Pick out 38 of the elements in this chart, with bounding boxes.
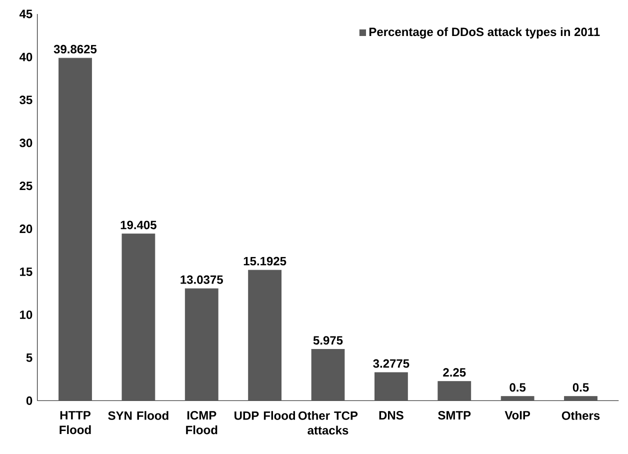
x-tick-label: Others [562,411,600,420]
data-label: 0.5 [510,383,526,392]
bar [438,381,472,401]
data-label: 0.5 [572,383,589,392]
data-label: 5.975 [313,336,343,345]
x-tick-label: Other TCP attacks [298,411,358,435]
data-label: 39.8625 [54,44,97,54]
y-tick-label: 20 [20,224,32,234]
bar [374,372,408,401]
y-tick-label: 5 [26,354,32,362]
bar [500,396,534,401]
y-tick-label: 15 [20,268,32,276]
bar [122,234,156,401]
y-tick-label: 35 [20,96,32,104]
bar [311,349,345,401]
data-label: 3.2775 [373,359,410,368]
y-tick-label: 25 [20,182,32,190]
bar [564,396,598,401]
data-label: 13.0375 [180,275,223,284]
data-label: 15.1925 [244,256,286,266]
y-tick-label: 0 [26,396,32,405]
bar [58,58,92,401]
bar [248,270,282,401]
y-tick-label: 30 [20,138,32,148]
bar [184,288,218,401]
x-tick-label: VoIP [504,411,530,420]
data-label: 19.405 [120,220,156,230]
y-tick-label: 45 [19,10,32,18]
data-label: 2.25 [443,368,466,377]
x-tick-label: HTTP Flood [60,411,91,434]
x-tick-label: SYN Flood [108,411,168,420]
legend-label: Percentage of DDoS attack types in 2011 [369,27,600,39]
x-tick-label: ICMP Flood [186,411,218,434]
x-tick-label: UDP Flood [234,411,296,420]
x-tick-label: SMTP [438,411,471,420]
y-tick-label: 40 [19,52,32,62]
x-tick-label: DNS [379,411,404,420]
y-tick-label: 10 [20,310,32,319]
